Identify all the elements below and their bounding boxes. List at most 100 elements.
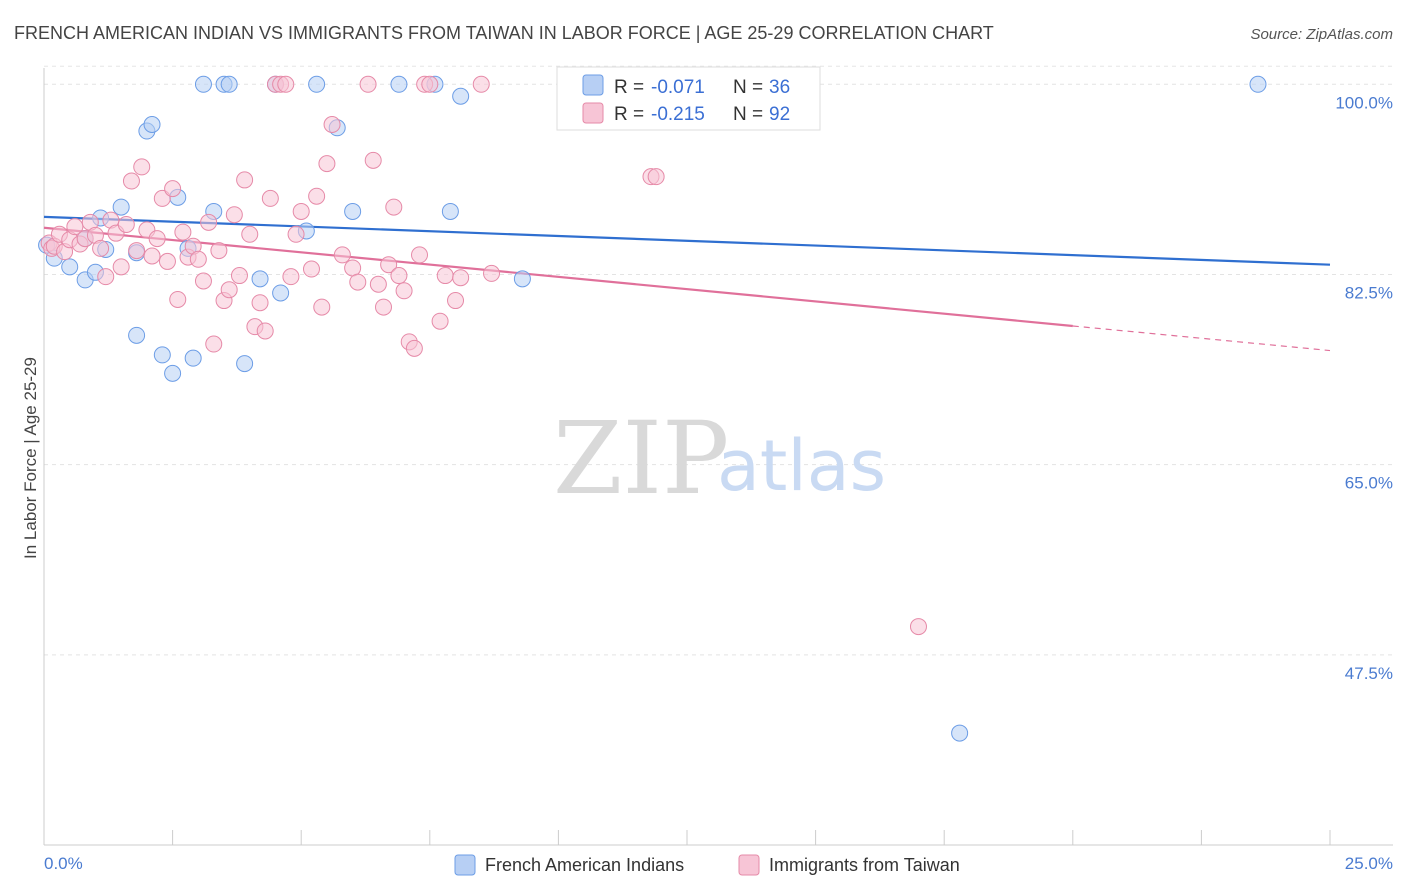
point-immigrants-from-taiwan [66, 218, 84, 236]
point-french-american-indians [61, 258, 79, 276]
point-immigrants-from-taiwan [256, 322, 274, 340]
point-immigrants-from-taiwan [92, 239, 110, 257]
point-french-american-indians [184, 349, 202, 367]
stats-legend-swatch-pink [582, 102, 604, 124]
stats-legend-r-label-2: R = [614, 104, 644, 125]
point-french-american-indians [272, 284, 290, 302]
point-immigrants-from-taiwan [323, 116, 341, 134]
point-immigrants-from-taiwan [164, 180, 182, 198]
chart-source: Source: ZipAtlas.com [1250, 26, 1393, 43]
point-immigrants-from-taiwan [909, 618, 927, 636]
point-immigrants-from-taiwan [148, 230, 166, 248]
point-french-american-indians [220, 75, 238, 93]
point-immigrants-from-taiwan [390, 267, 408, 285]
point-immigrants-from-taiwan [220, 281, 238, 299]
bottom-legend-swatch-pink [738, 854, 760, 876]
stats-legend-n-value-2: 92 [769, 104, 790, 125]
point-french-american-indians [128, 326, 146, 344]
stats-legend-n-label-2: N = [733, 104, 763, 125]
trend-lines [43, 215, 1331, 352]
point-immigrants-from-taiwan [112, 258, 130, 276]
grid-lines: 100.0% 82.5% 65.0% 47.5% [44, 65, 1393, 683]
bottom-legend-label-1: French American Indians [485, 855, 684, 875]
point-immigrants-from-taiwan [287, 225, 305, 243]
trend-line-extension-immigrants-from-taiwan [1072, 325, 1331, 352]
watermark: ZIP atlas [553, 400, 886, 517]
point-immigrants-from-taiwan [236, 171, 254, 189]
point-immigrants-from-taiwan [344, 259, 362, 277]
point-immigrants-from-taiwan [282, 268, 300, 286]
point-immigrants-from-taiwan [313, 298, 331, 316]
point-immigrants-from-taiwan [230, 267, 248, 285]
point-immigrants-from-taiwan [385, 198, 403, 216]
point-french-american-indians [112, 198, 130, 216]
stats-legend-r-label-1: R = [614, 77, 644, 98]
y-tick-label: 82.5% [1345, 283, 1393, 302]
point-immigrants-from-taiwan [483, 264, 501, 282]
point-immigrants-from-taiwan [308, 187, 326, 205]
point-french-american-indians [236, 355, 254, 373]
bottom-legend-swatch-blue [454, 854, 476, 876]
point-immigrants-from-taiwan [117, 215, 135, 233]
point-immigrants-from-taiwan [364, 151, 382, 169]
point-french-american-indians [951, 724, 969, 742]
point-immigrants-from-taiwan [210, 242, 228, 260]
y-tick-label: 100.0% [1335, 93, 1393, 112]
axes [43, 68, 1393, 846]
point-immigrants-from-taiwan [169, 290, 187, 308]
point-immigrants-from-taiwan [261, 189, 279, 207]
point-french-american-indians [441, 202, 459, 220]
point-immigrants-from-taiwan [395, 282, 413, 300]
x-tick-max: 25.0% [1345, 854, 1393, 873]
point-immigrants-from-taiwan [333, 246, 351, 264]
point-immigrants-from-taiwan [359, 75, 377, 93]
point-immigrants-from-taiwan [158, 252, 176, 270]
point-immigrants-from-taiwan [302, 260, 320, 278]
x-tick-min: 0.0% [44, 854, 83, 873]
point-immigrants-from-taiwan [647, 168, 665, 186]
y-tick-label: 47.5% [1345, 664, 1393, 683]
point-immigrants-from-taiwan [205, 335, 223, 353]
stats-legend: R = -0.071 N = 36 R = -0.215 N = 92 [556, 66, 821, 131]
point-french-american-indians [153, 346, 171, 364]
watermark-atlas: atlas [717, 425, 886, 507]
stats-legend-n-label-1: N = [733, 77, 763, 98]
point-immigrants-from-taiwan [194, 272, 212, 290]
point-french-american-indians [164, 364, 182, 382]
watermark-zip: ZIP [553, 400, 729, 517]
point-immigrants-from-taiwan [405, 339, 423, 357]
point-immigrants-from-taiwan [369, 275, 387, 293]
point-immigrants-from-taiwan [225, 206, 243, 224]
point-immigrants-from-taiwan [143, 247, 161, 265]
point-immigrants-from-taiwan [174, 223, 192, 241]
point-immigrants-from-taiwan [421, 75, 439, 93]
point-immigrants-from-taiwan [318, 155, 336, 173]
point-immigrants-from-taiwan [133, 158, 151, 176]
stats-legend-n-value-1: 36 [769, 77, 790, 98]
point-immigrants-from-taiwan [292, 202, 310, 220]
point-french-american-indians [194, 75, 212, 93]
point-immigrants-from-taiwan [277, 75, 295, 93]
point-immigrants-from-taiwan [436, 267, 454, 285]
point-french-american-indians [1249, 75, 1267, 93]
point-french-american-indians [251, 270, 269, 288]
point-immigrants-from-taiwan [153, 189, 171, 207]
point-immigrants-from-taiwan [122, 172, 140, 190]
point-french-american-indians [390, 75, 408, 93]
y-axis-title: In Labor Force | Age 25-29 [21, 357, 40, 559]
point-immigrants-from-taiwan [380, 256, 398, 274]
point-immigrants-from-taiwan [97, 268, 115, 286]
stats-legend-r-value-1: -0.071 [651, 77, 705, 98]
data-points [38, 75, 1267, 742]
point-immigrants-from-taiwan [431, 312, 449, 330]
point-immigrants-from-taiwan [128, 242, 146, 260]
point-french-american-indians [513, 270, 531, 288]
point-immigrants-from-taiwan [189, 250, 207, 268]
point-immigrants-from-taiwan [447, 292, 465, 310]
point-french-american-indians [452, 87, 470, 105]
point-immigrants-from-taiwan [241, 225, 259, 243]
bottom-legend-label-2: Immigrants from Taiwan [769, 855, 960, 875]
point-french-american-indians [143, 116, 161, 134]
point-immigrants-from-taiwan [200, 213, 218, 231]
